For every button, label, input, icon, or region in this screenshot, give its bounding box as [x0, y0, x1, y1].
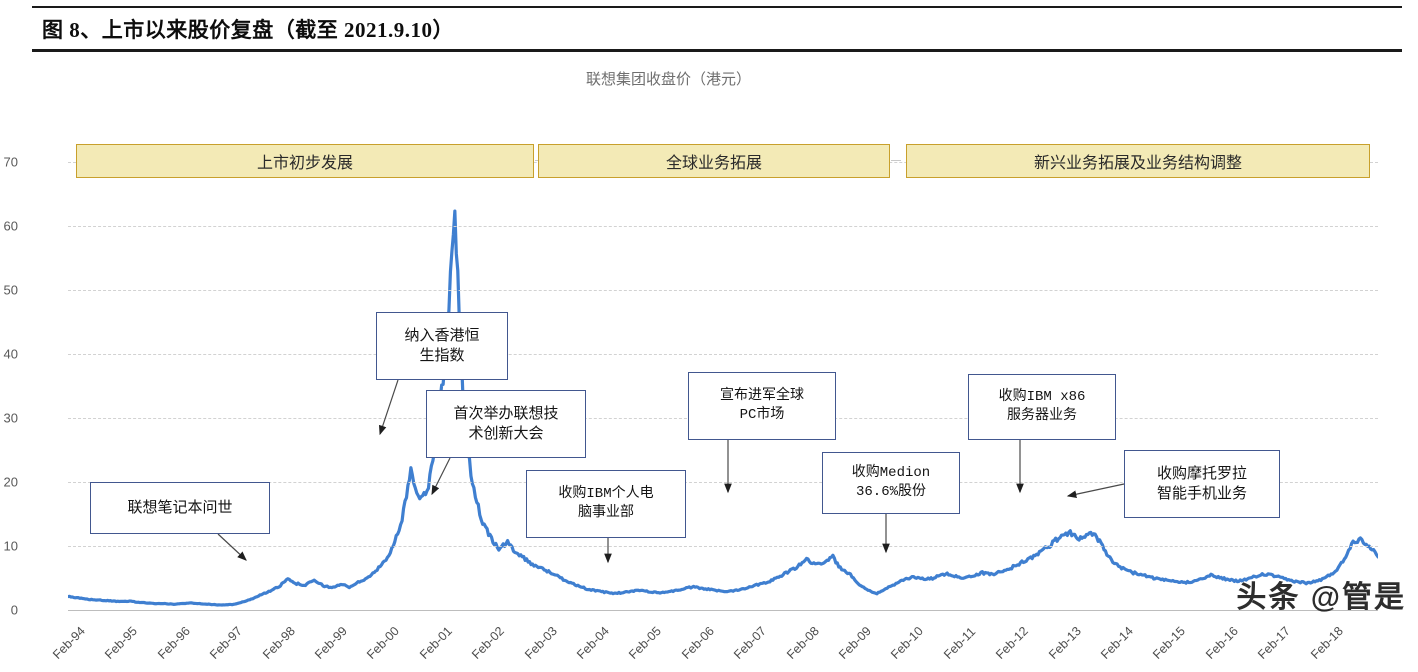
x-axis-tick-label: Feb-97	[207, 623, 246, 662]
x-axis-tick-label: Feb-95	[102, 623, 141, 662]
y-axis-tick-label: 10	[3, 538, 18, 554]
gridline	[68, 354, 1378, 355]
x-axis-tick-label: Feb-16	[1202, 623, 1241, 662]
phase-banner-3: 新兴业务拓展及业务结构调整	[906, 144, 1370, 178]
annotation-note-6: 收购Medion 36.6%股份	[822, 452, 960, 514]
gridline	[68, 226, 1378, 227]
header-rule-top	[32, 6, 1402, 8]
phase-separator	[891, 160, 901, 161]
watermark: 头条 @管是	[1236, 581, 1406, 614]
price-line-chart	[68, 209, 1378, 607]
x-axis-tick-label: Feb-17	[1255, 623, 1294, 662]
x-axis-tick-label: Feb-06	[678, 623, 717, 662]
y-axis-tick-label: 0	[10, 602, 18, 618]
x-axis-tick-label: Feb-05	[626, 623, 665, 662]
x-axis-tick-label: Feb-14	[1098, 623, 1136, 662]
x-axis-tick-label: Feb-00	[364, 623, 403, 662]
x-axis-line	[68, 610, 1378, 611]
x-axis-tick-label: Feb-12	[993, 623, 1032, 662]
annotation-note-2: 纳入香港恒 生指数	[376, 312, 508, 380]
chart-area: 联想集团收盘价（港元） 0 10 20 30 40 50 60 70 上市初步发展 全球业务拓展…	[0, 52, 1418, 662]
figure-title: 图 8、上市以来股价复盘（截至 2021.9.10）	[42, 18, 454, 42]
x-axis-tick-label: Feb-18	[1307, 623, 1346, 662]
phase-banner-1: 上市初步发展	[76, 144, 534, 178]
y-axis-tick-label: 20	[3, 474, 18, 490]
gridline	[68, 290, 1378, 291]
gridline	[68, 546, 1378, 547]
x-axis-tick-label: Feb-01	[416, 623, 455, 662]
annotation-note-7: 收购IBM x86 服务器业务	[968, 374, 1116, 440]
annotation-note-8: 收购摩托罗拉 智能手机业务	[1124, 450, 1280, 518]
x-axis-tick-label: Feb-13	[1045, 623, 1084, 662]
x-axis-tick-label: Feb-15	[1150, 623, 1189, 662]
price-line	[68, 209, 1378, 607]
y-axis-tick-label: 40	[3, 346, 18, 362]
x-axis-tick-label: Feb-94	[50, 623, 88, 662]
x-axis-tick-label: Feb-10	[888, 623, 927, 662]
annotation-note-5: 宣布进军全球 PC市场	[688, 372, 836, 440]
x-axis-tick-label: Feb-09	[836, 623, 874, 662]
x-axis-tick-label: Feb-08	[783, 623, 822, 662]
y-axis-tick-label: 60	[3, 218, 18, 234]
figure-header: 图 8、上市以来股价复盘（截至 2021.9.10）	[32, 6, 1402, 52]
plot-region: 0 10 20 30 40 50 60 70 上市初步发展 全球业务拓展 新兴业务拓展及业务结构调…	[4, 144, 1378, 662]
y-axis-tick-label: 70	[3, 154, 18, 170]
x-axis-tick-label: Feb-02	[469, 623, 508, 662]
chart-title: 联想集团收盘价（港元）	[586, 72, 752, 88]
x-axis-tick-label: Feb-99	[312, 623, 350, 662]
x-axis-tick-label: Feb-98	[259, 623, 298, 662]
header-rule-bottom	[32, 49, 1402, 52]
x-axis-tick-label: Feb-03	[521, 623, 560, 662]
x-axis-tick-label: Feb-07	[731, 623, 770, 662]
gridline	[68, 482, 1378, 483]
annotation-note-3: 首次举办联想技 术创新大会	[426, 390, 586, 458]
x-axis-labels: Feb-94 Feb-95 Feb-96 Feb-97 Feb-98 Feb-99 Feb-…	[50, 612, 1378, 672]
annotation-note-4: 收购IBM个人电 脑事业部	[526, 470, 686, 538]
x-axis-tick-label: Feb-04	[574, 623, 612, 662]
phase-banner-2: 全球业务拓展	[538, 144, 890, 178]
annotation-note-1: 联想笔记本问世	[90, 482, 270, 534]
y-axis-tick-label: 50	[3, 282, 18, 298]
y-axis-tick-label: 30	[3, 410, 18, 426]
x-axis-tick-label: Feb-11	[940, 624, 979, 662]
x-axis-tick-label: Feb-96	[154, 623, 193, 662]
